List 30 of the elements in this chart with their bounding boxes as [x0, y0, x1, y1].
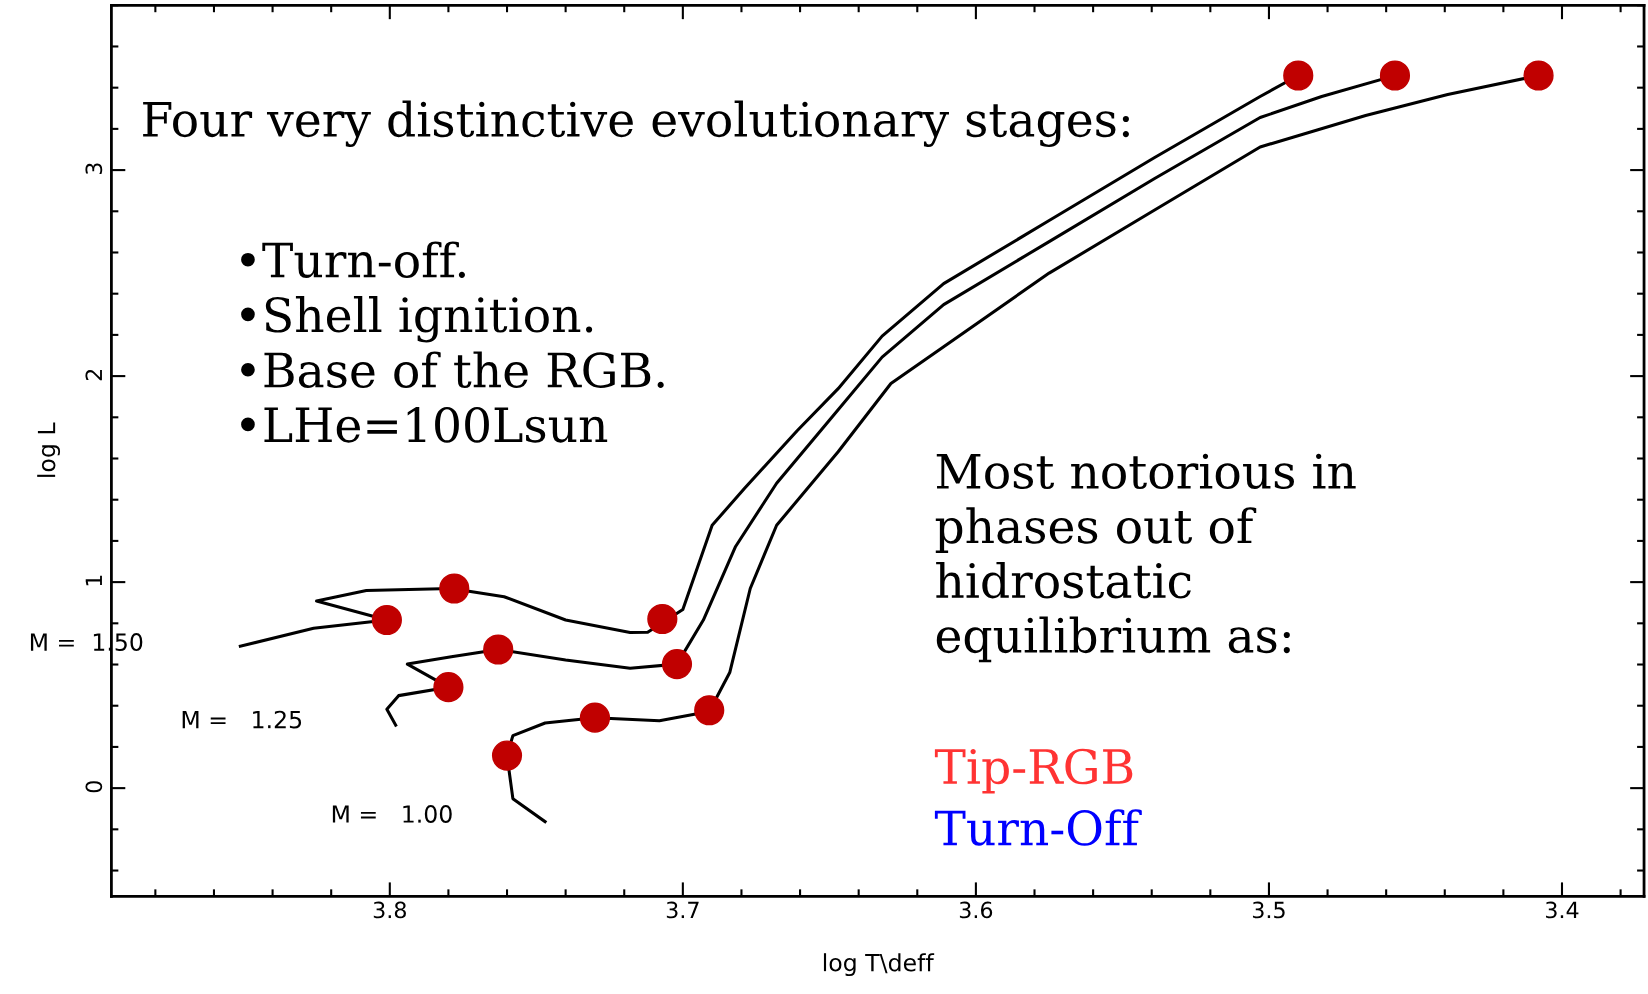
annotation: M = 1.00 [332, 805, 452, 823]
annotation: Tip-RGB [934, 748, 1133, 794]
x-tick-label: 3.7 [666, 901, 699, 919]
point [483, 634, 514, 665]
point [1379, 60, 1411, 91]
point [1523, 60, 1554, 91]
point [647, 603, 678, 635]
x-tick-label: 3.6 [959, 901, 993, 919]
y-tick-label: 2 [85, 369, 102, 381]
point [491, 740, 523, 771]
y-tick-label: 1 [85, 575, 102, 586]
annotation: Turn-Off [934, 809, 1142, 846]
point [579, 702, 611, 733]
annotation: M = 1.25 [182, 710, 302, 729]
annotation: Most notorious in phases out of hidrostatic equilibrium as: [935, 453, 1356, 663]
annotation: •Turn-off. •Shell ignition. •Base of the RGB. •LHe=100Lsun [241, 241, 664, 443]
annotation: Four very distinctive evolutionary stages: [143, 100, 1129, 147]
y-tick-label: 0 [85, 781, 103, 793]
point [1283, 60, 1314, 91]
x-tick-label: 3.8 [373, 901, 406, 919]
point [433, 672, 464, 703]
point [694, 695, 725, 726]
x-tick-label: 3.5 [1252, 901, 1285, 919]
y-tick-label: 3 [85, 163, 103, 175]
point [371, 604, 402, 636]
point [661, 649, 693, 680]
y-axis-title: log L [37, 422, 61, 477]
point [439, 573, 470, 604]
x-tick-label: 3.4 [1546, 901, 1579, 919]
x-axis-title: log T\deff [823, 953, 935, 977]
